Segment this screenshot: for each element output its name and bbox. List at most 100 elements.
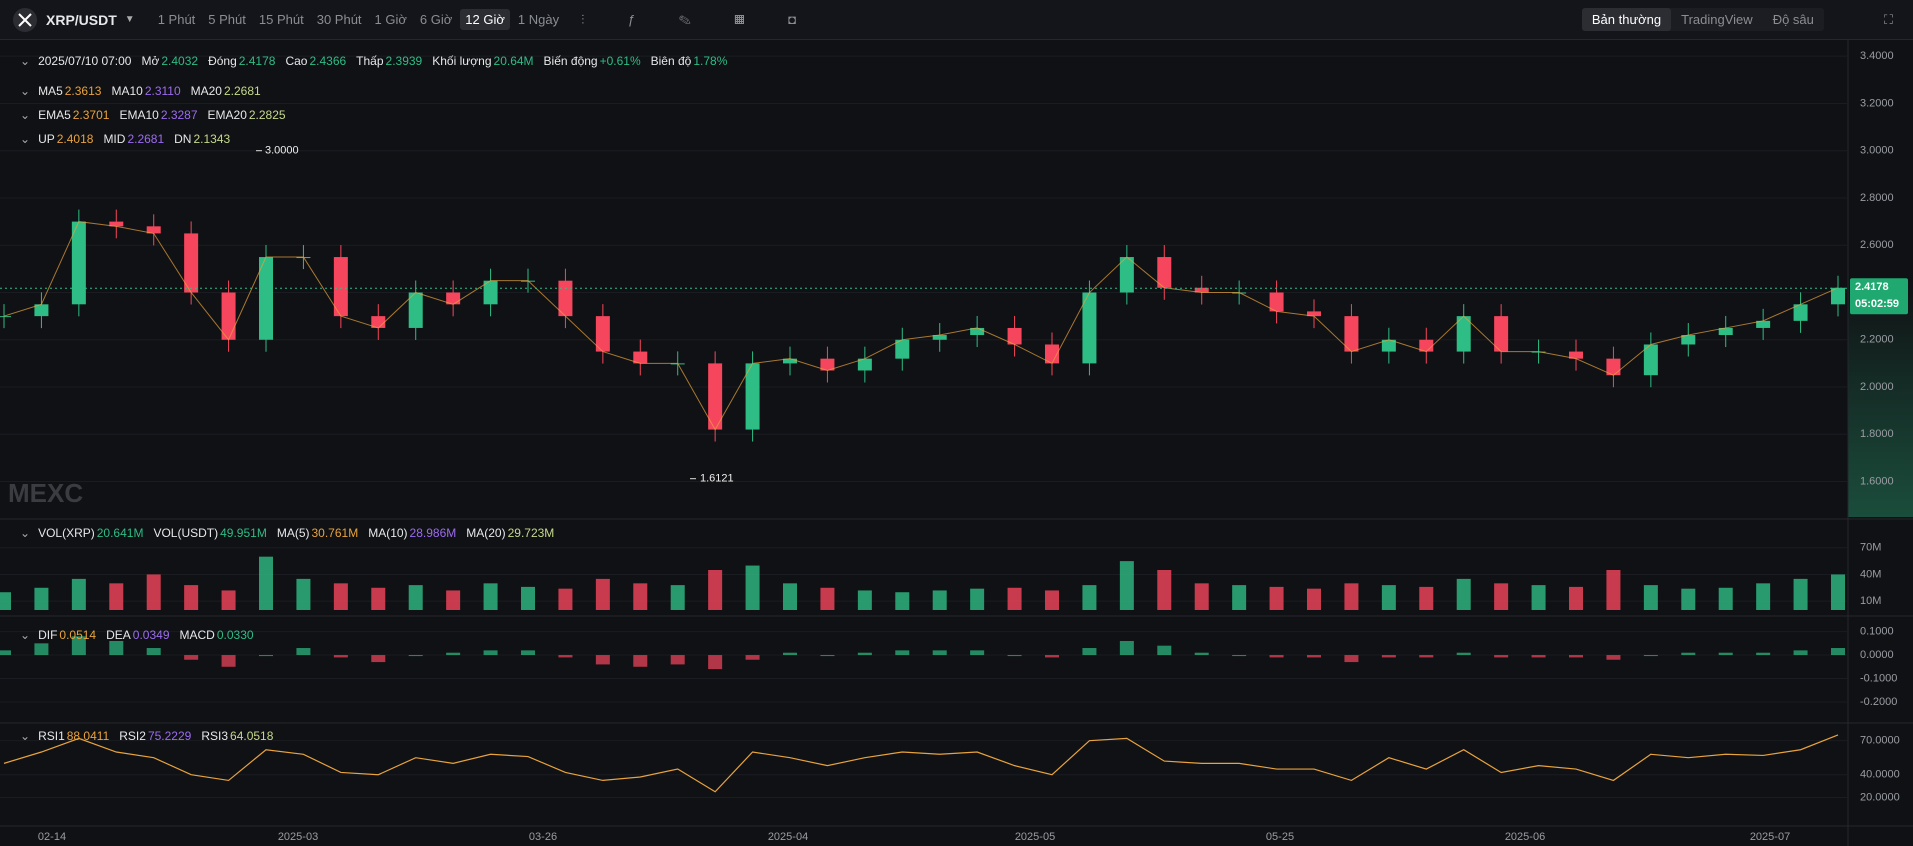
candle	[895, 339, 910, 359]
macd-bar	[221, 655, 236, 667]
datetime: 2025/07/10 07:00	[38, 54, 132, 68]
legend-value: 0.0349	[132, 628, 170, 642]
volume-bar	[371, 587, 386, 610]
legend-value: 0.0330	[216, 628, 254, 642]
volume-bar	[296, 578, 311, 610]
macd-bar	[1344, 655, 1359, 663]
y-tick-label: 0.1000	[1860, 626, 1894, 638]
legend-label: MA5	[38, 84, 63, 98]
y-tick-label: 1.6000	[1860, 475, 1894, 487]
candle	[932, 335, 947, 340]
macd-bar	[1269, 655, 1284, 658]
view-tab[interactable]: Độ sâu	[1772, 12, 1814, 27]
volume-bar	[184, 585, 199, 610]
macd-bar	[109, 640, 124, 656]
interval[interactable]: 1 Phút	[157, 12, 196, 27]
volume-bar	[820, 587, 835, 610]
macd-bar	[446, 652, 461, 656]
caret[interactable]: ⌄	[20, 628, 31, 642]
interval[interactable]: 15 Phút	[258, 12, 304, 27]
volume-bar	[1194, 583, 1209, 610]
x-tick-label: 2025-05	[1015, 831, 1055, 843]
logo[interactable]	[10, 5, 40, 35]
watermark: MEXC	[8, 478, 83, 508]
interval[interactable]: 1 Giờ	[374, 12, 407, 27]
y-tick-label: 1.8000	[1860, 428, 1894, 440]
candle	[0, 316, 11, 318]
caret[interactable]: ⌄	[20, 108, 31, 122]
caret[interactable]: ⌄	[20, 54, 31, 68]
info-label: Thấp	[356, 54, 384, 68]
macd-bar	[1194, 652, 1209, 656]
legend-value: 2.2681	[223, 84, 261, 98]
macd-bar	[783, 652, 797, 656]
high-label: 3.0000	[265, 145, 299, 157]
volume-bar	[146, 574, 161, 610]
interval[interactable]: 6 Giờ	[419, 12, 453, 27]
volume-bar	[408, 585, 423, 610]
info-value: 2.3939	[385, 54, 423, 68]
volume-bar	[633, 583, 648, 610]
candle	[34, 304, 49, 317]
legend-label: DEA	[106, 628, 131, 642]
fullscreen[interactable]: ⛶	[1883, 11, 1893, 27]
candle	[783, 358, 797, 364]
candle	[371, 316, 386, 328]
macd-bar	[857, 652, 872, 656]
candle	[857, 358, 872, 371]
volume-bar	[259, 556, 273, 610]
view-tab[interactable]: TradingView	[1681, 12, 1753, 27]
interval[interactable]: 30 Phút	[316, 12, 362, 27]
y-tick-label: 10M	[1860, 595, 1881, 607]
legend-value: 75.2229	[147, 729, 192, 743]
interval[interactable]: 12 Giờ	[460, 9, 510, 30]
candle	[595, 316, 610, 352]
macd-bar	[595, 655, 610, 665]
legend-value: 30.761M	[311, 526, 359, 540]
legend-label: RSI1	[38, 729, 65, 743]
legend-label: MA10	[111, 84, 143, 98]
info-label: Biên độ	[650, 54, 692, 68]
boll-legend: ⌄ UP 2.4018 MID 2.2681 DN 2.1343	[20, 132, 240, 146]
legend-label: DN	[174, 132, 192, 146]
volume-bar	[708, 570, 723, 610]
legend-label: RSI2	[119, 729, 146, 743]
volume-bar	[1045, 590, 1059, 610]
volume-bar	[745, 565, 760, 610]
rsi-legend: ⌄ RSI1 88.0411 RSI2 75.2229 RSI3 64.0518	[20, 729, 283, 743]
volume-bar	[1494, 583, 1509, 610]
interval[interactable]: 5 Phút	[208, 12, 246, 27]
macd-bar	[371, 655, 386, 663]
legend-value: 2.2825	[248, 108, 286, 122]
caret[interactable]: ⌄	[20, 729, 31, 743]
info-value: 2.4366	[309, 54, 347, 68]
x-tick-label: 2025-06	[1505, 831, 1545, 843]
interval[interactable]: 1 Ngày	[517, 12, 560, 27]
tool-icons[interactable]: ⫶ ƒ ✎ ▦ ◘	[581, 11, 817, 27]
symbol[interactable]: XRP/USDT	[46, 11, 117, 28]
views: Bản thường TradingView Độ sâu	[1581, 8, 1824, 31]
caret[interactable]: ⌄	[20, 84, 31, 98]
macd-bar	[184, 655, 199, 660]
macd-bar	[0, 650, 11, 656]
last-price-label: 2.4178	[1855, 281, 1889, 293]
macd-bar	[670, 655, 685, 665]
info-value: 2.4178	[238, 54, 276, 68]
y-tick-label: 3.4000	[1860, 50, 1894, 62]
macd-bar	[34, 643, 49, 656]
caret[interactable]: ⌄	[20, 132, 31, 146]
macd-bar	[1381, 655, 1396, 658]
y-tick-label: -0.2000	[1860, 696, 1897, 708]
candle	[820, 358, 835, 371]
x-tick-label: 2025-04	[768, 831, 808, 843]
dropdown[interactable]: ▼	[124, 14, 135, 25]
view-tab[interactable]: Bản thường	[1581, 8, 1672, 31]
volume-bar	[1643, 585, 1658, 610]
volume-bar	[1381, 585, 1396, 610]
macd-bar	[71, 636, 86, 656]
caret[interactable]: ⌄	[20, 526, 31, 540]
info-label: Cao	[285, 54, 308, 68]
macd-bar	[932, 650, 947, 656]
volume-bar	[595, 578, 610, 610]
